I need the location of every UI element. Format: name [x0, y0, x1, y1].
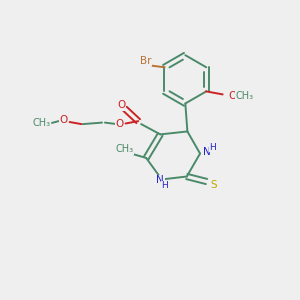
Text: O: O [116, 119, 124, 129]
Text: CH₃: CH₃ [236, 91, 253, 101]
Text: N: N [156, 175, 164, 185]
Text: H: H [209, 142, 216, 152]
Text: H: H [161, 182, 168, 190]
Text: O: O [60, 115, 68, 125]
Text: Br: Br [140, 56, 152, 66]
Text: O: O [228, 91, 236, 101]
Text: N: N [203, 147, 210, 157]
Text: CH₃: CH₃ [33, 118, 51, 128]
Text: CH₃: CH₃ [116, 144, 134, 154]
Text: O: O [117, 100, 126, 110]
Text: S: S [211, 180, 217, 190]
